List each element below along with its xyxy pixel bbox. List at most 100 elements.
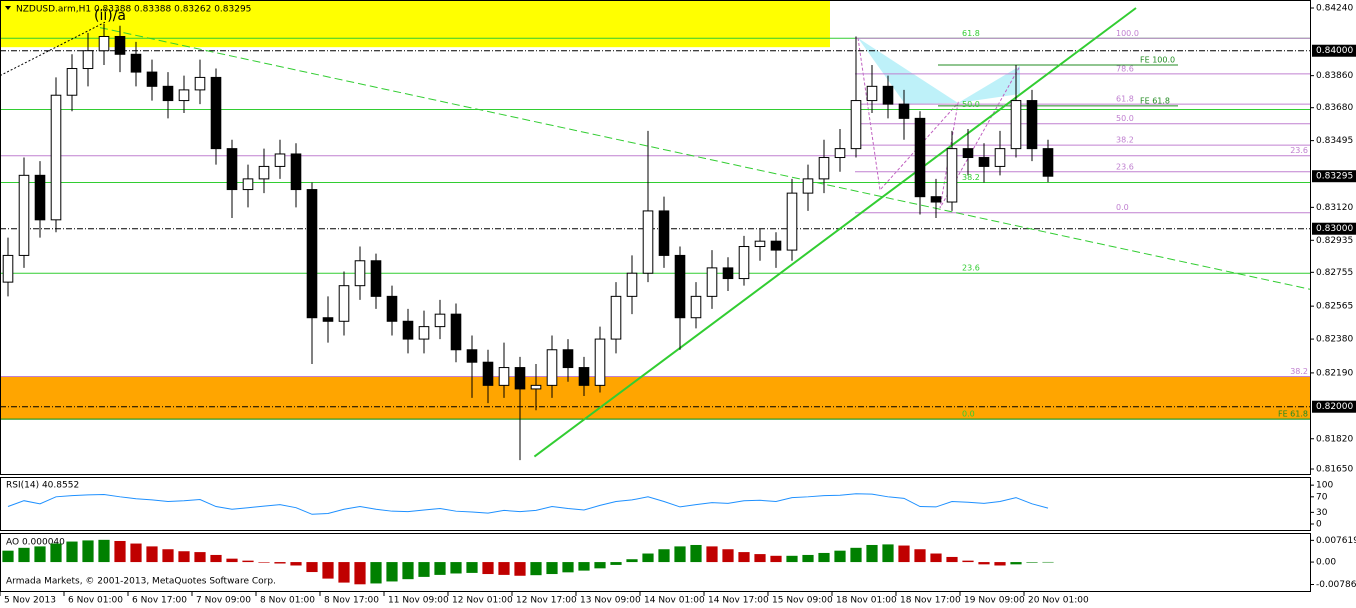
x-tick-label: 12 Nov 01:00 [452, 596, 513, 606]
candle-body [466, 349, 478, 363]
ao-bar [114, 540, 126, 563]
candle-body [818, 157, 830, 180]
fib-label: 38.2 [1116, 136, 1134, 145]
ao-bar [50, 543, 62, 563]
ao-bar [738, 552, 750, 563]
ao-bar [818, 552, 830, 563]
fib-label: 61.8 [1116, 95, 1134, 104]
y-tick-label: 0.82190 [1316, 368, 1353, 378]
candle-body [18, 174, 30, 256]
candle-body [562, 349, 574, 369]
price-frame [0, 0, 1311, 475]
x-tick-label: 7 Nov 09:00 [196, 596, 251, 606]
candle-body [738, 246, 750, 280]
ao-bar [1042, 561, 1054, 563]
ao-bar [450, 562, 462, 574]
candle-body [994, 148, 1006, 167]
candle-body [594, 338, 606, 386]
fib-label: 38.2 [962, 173, 980, 182]
fib-label: 100.0 [1116, 29, 1139, 38]
candle-body [978, 157, 990, 167]
y-tick-label: 0.83120 [1316, 203, 1353, 213]
ao-bar [562, 562, 574, 573]
ao-bar [946, 556, 958, 563]
ao-bar [482, 562, 494, 575]
last-price-box [1312, 170, 1356, 183]
candle-body [450, 313, 462, 351]
candle-body [162, 85, 174, 102]
x-tick-label: 20 Nov 01:00 [1028, 596, 1089, 606]
rsi-tick-label: 0 [1316, 520, 1322, 530]
ao-bar [866, 544, 878, 563]
x-tick-label: 14 Nov 01:00 [644, 596, 705, 606]
y-tick-label: 0.83495 [1316, 136, 1353, 146]
zones [1, 0, 1310, 420]
x-tick-label: 12 Nov 17:00 [516, 596, 577, 606]
ao-bar [754, 554, 766, 563]
ao-bar [1010, 562, 1022, 565]
y-tick-label: 0.82755 [1316, 268, 1353, 278]
y-tick-label: 0.82935 [1316, 236, 1353, 246]
ao-bar [546, 562, 558, 575]
ao-bar [498, 562, 510, 575]
ao-tick-label: 0.007619 [1316, 536, 1356, 546]
ao-bar [194, 552, 206, 563]
ao-bar [722, 549, 734, 563]
zone [1, 376, 1310, 420]
rsi-tick-label: 70 [1316, 492, 1328, 502]
zone [1, 0, 830, 48]
candle-body [2, 254, 14, 283]
ao-bar [178, 551, 190, 563]
ao-bar [514, 562, 526, 576]
candle-body [98, 35, 110, 52]
x-tick-label: 14 Nov 17:00 [708, 596, 769, 606]
ao-bar [530, 562, 542, 576]
x-tick-label: 8 Nov 01:00 [260, 596, 315, 606]
candle-body [242, 178, 254, 191]
ao-bar [882, 544, 894, 563]
candle-body [114, 35, 126, 55]
wave-label: (ii)/a [94, 8, 126, 24]
y-tick-label: 0.84240 [1316, 4, 1353, 14]
candle-body [722, 267, 734, 280]
ao-bar [130, 543, 142, 563]
last-price-label: 0.83295 [1316, 172, 1353, 182]
candle-body [34, 174, 46, 221]
x-tick-label: 6 Nov 17:00 [132, 596, 187, 606]
ao-bar [978, 562, 990, 565]
rsi-line [7, 493, 1049, 515]
ao-bar [898, 545, 910, 563]
x-tick-label: 18 Nov 17:00 [900, 596, 961, 606]
candle-body [194, 76, 206, 91]
x-tick-label: 11 Nov 09:00 [388, 596, 449, 606]
x-tick-label: 5 Nov 2013 [4, 596, 56, 606]
candle-body [322, 317, 334, 322]
ao-bar [802, 554, 814, 563]
candle-body [498, 367, 510, 386]
candle-body [770, 240, 782, 251]
candles [2, 24, 1054, 461]
x-tick-label: 6 Nov 01:00 [68, 596, 123, 606]
candle-body [786, 192, 798, 251]
ao-bar [786, 555, 798, 563]
ao-bar [34, 546, 46, 563]
y-tick-label: 0.83680 [1316, 103, 1353, 113]
candle-body [866, 85, 878, 102]
ao-bar [418, 562, 430, 577]
candle-body [50, 94, 62, 221]
candle-body [546, 349, 558, 386]
fib-label: 50.0 [962, 100, 980, 109]
ao-bar [98, 539, 110, 563]
price-level-box [1312, 222, 1356, 235]
candle-body [706, 267, 718, 297]
y-tick-label: 0.82380 [1316, 335, 1353, 345]
y-tick-label: 0.82565 [1316, 302, 1353, 312]
fib-label: 0.0 [962, 410, 975, 419]
x-tick-label: 19 Nov 09:00 [964, 596, 1025, 606]
chart-title: NZDUSD.arm,H1 0.83388 0.83388 0.83262 0.… [16, 5, 251, 15]
ao-bar [338, 562, 350, 583]
candle-body [178, 89, 190, 102]
ao-bar [1026, 562, 1038, 563]
pattern-triangle [858, 38, 958, 104]
